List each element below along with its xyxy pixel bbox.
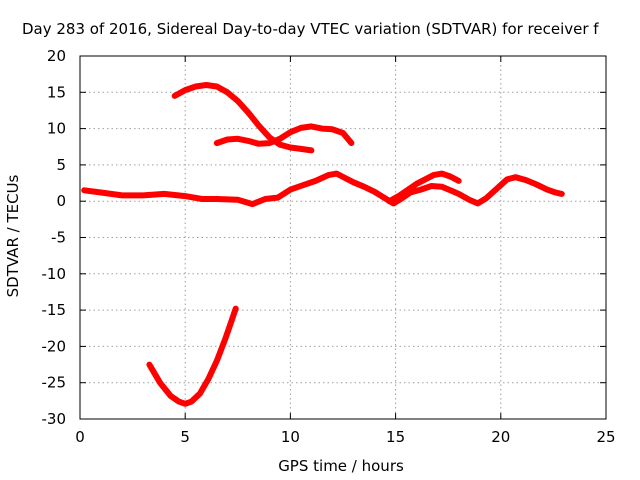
series-line-1: [81, 170, 565, 208]
y-tick-label: -20: [42, 337, 67, 355]
x-axis-label: GPS time / hours: [278, 457, 404, 475]
grid: [80, 56, 606, 419]
series-group: [81, 82, 565, 407]
y-tick-label: 0: [56, 192, 66, 210]
x-tick-label: 5: [180, 428, 190, 446]
y-tick-label: -25: [42, 374, 67, 392]
y-tick-label: 10: [47, 120, 66, 138]
x-tick-label: 15: [386, 428, 405, 446]
axis-ticks: 0 5 10 15 20 25 -30 -25 -20 -15 -10 -5 0 5 10 15 20: [42, 47, 616, 446]
x-tick-label: 20: [491, 428, 510, 446]
y-tick-label: 5: [56, 156, 66, 174]
y-tick-label: 20: [47, 47, 66, 65]
series-line-5: [146, 305, 239, 407]
y-tick-label: -10: [42, 265, 67, 283]
x-tick-label: 0: [75, 428, 85, 446]
series-line-2: [386, 170, 462, 205]
series-line-4: [213, 123, 355, 147]
chart-title: Day 283 of 2016, Sidereal Day-to-day VTE…: [22, 20, 599, 38]
y-tick-label: -15: [42, 301, 67, 319]
x-tick-label: 10: [281, 428, 300, 446]
y-tick-label: 15: [47, 83, 66, 101]
y-tick-label: -5: [51, 229, 66, 247]
series-line-3: [171, 82, 315, 154]
y-tick-label: -30: [42, 410, 67, 428]
x-tick-label: 25: [596, 428, 615, 446]
y-axis-label: SDTVAR / TECUs: [4, 174, 22, 297]
